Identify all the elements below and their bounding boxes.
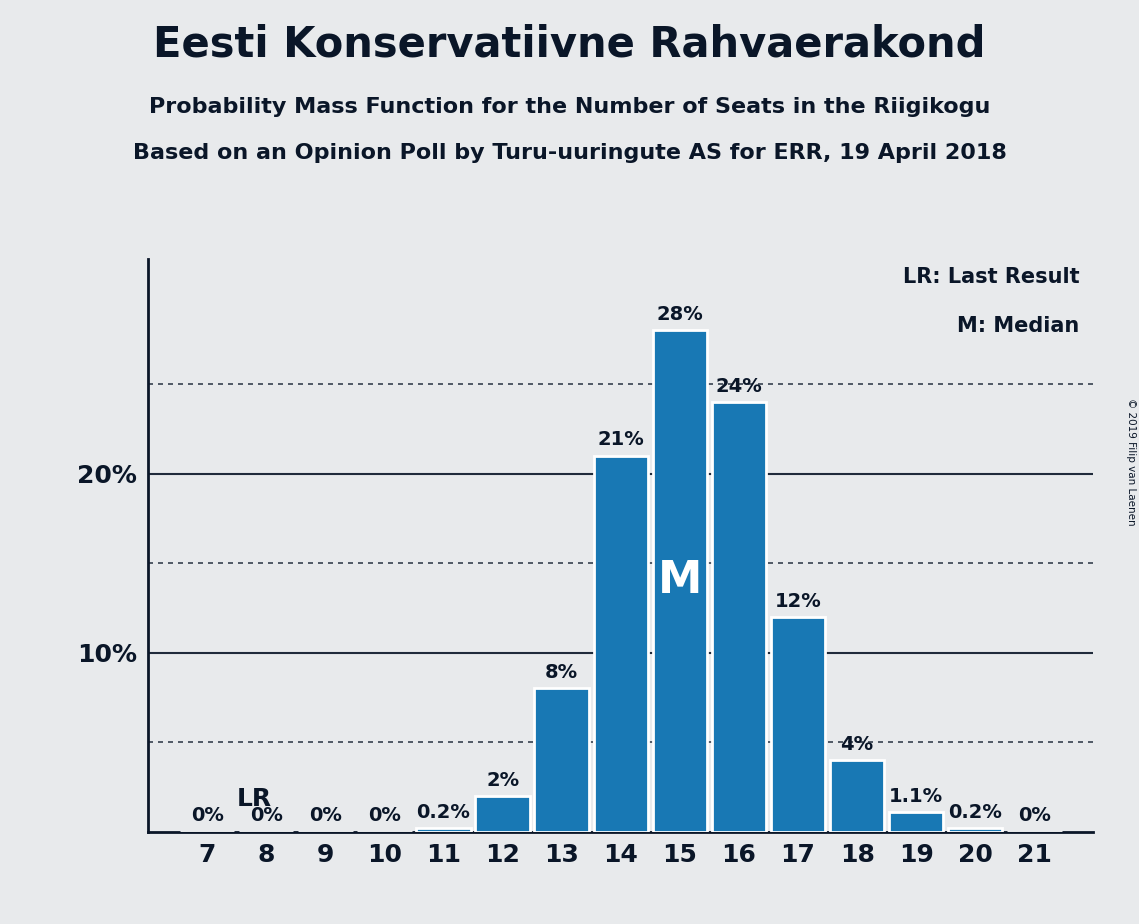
Text: 24%: 24%	[715, 377, 762, 395]
Text: 0.2%: 0.2%	[417, 803, 470, 821]
Text: Eesti Konservatiivne Rahvaerakond: Eesti Konservatiivne Rahvaerakond	[154, 23, 985, 65]
Bar	[948, 828, 1002, 832]
Text: 0.2%: 0.2%	[949, 803, 1002, 821]
Text: © 2019 Filip van Laenen: © 2019 Filip van Laenen	[1126, 398, 1136, 526]
Text: LR: Last Result: LR: Last Result	[902, 267, 1080, 287]
Text: Based on an Opinion Poll by Turu-uuringute AS for ERR, 19 April 2018: Based on an Opinion Poll by Turu-uuringu…	[132, 143, 1007, 164]
Bar	[417, 828, 470, 832]
Text: 0%: 0%	[1018, 807, 1051, 825]
Text: 21%: 21%	[597, 431, 645, 449]
Text: 28%: 28%	[656, 305, 703, 324]
Bar	[771, 617, 825, 832]
Text: 1.1%: 1.1%	[890, 786, 943, 806]
Text: 0%: 0%	[368, 807, 401, 825]
Bar	[830, 760, 884, 832]
Text: 4%: 4%	[841, 735, 874, 754]
Text: 0%: 0%	[249, 807, 282, 825]
Text: M: M	[657, 559, 702, 602]
Bar	[653, 331, 707, 832]
Text: 12%: 12%	[775, 591, 821, 611]
Bar	[890, 812, 943, 832]
Text: 0%: 0%	[190, 807, 223, 825]
Text: LR: LR	[237, 787, 272, 811]
Bar	[593, 456, 648, 832]
Text: Probability Mass Function for the Number of Seats in the Riigikogu: Probability Mass Function for the Number…	[149, 97, 990, 117]
Bar	[712, 402, 767, 832]
Bar	[475, 796, 530, 832]
Text: M: Median: M: Median	[957, 316, 1080, 336]
Bar	[534, 688, 589, 832]
Text: 0%: 0%	[309, 807, 342, 825]
Text: 8%: 8%	[546, 663, 579, 682]
Text: 2%: 2%	[486, 771, 519, 789]
